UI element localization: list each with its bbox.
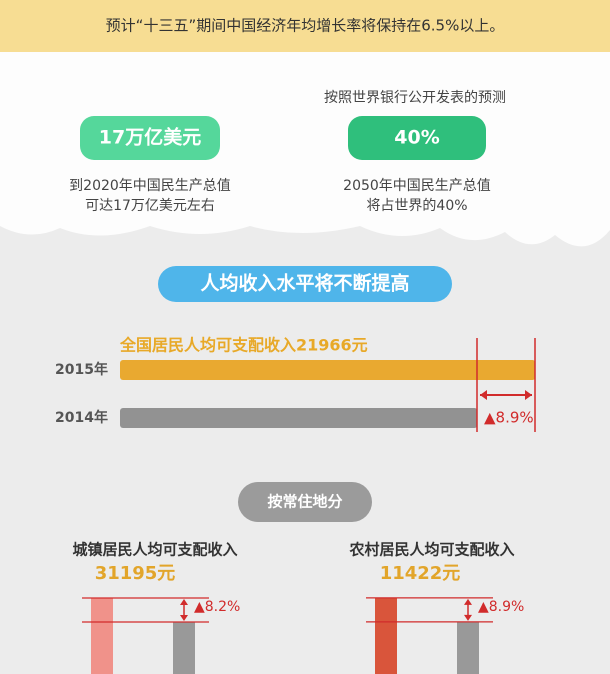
bars: ▲8.2% ▲8.9% — [82, 597, 524, 674]
growth: ▲8.9% — [478, 599, 524, 615]
group-amount: 11422元 — [380, 563, 461, 584]
cloud — [0, 50, 610, 247]
year-label: 2015年 — [55, 361, 108, 378]
arrow-head — [464, 598, 472, 621]
header-text: 预计“十三五”期间中国经济年均增长率将保持在6.5%以上。 — [106, 17, 505, 35]
bar — [173, 621, 195, 674]
growth: ▲8.2% — [194, 599, 240, 615]
title-pill — [238, 482, 372, 522]
growth: ▲8.9% — [484, 409, 534, 427]
bar — [375, 597, 397, 674]
section-title: 按常住地分 — [267, 493, 342, 511]
bar — [120, 408, 478, 428]
bar — [120, 360, 536, 380]
bars — [120, 360, 536, 428]
badge — [348, 116, 486, 160]
year-label: 2014年 — [55, 409, 108, 426]
badge-text: 40% — [394, 127, 439, 149]
header-bar — [0, 0, 610, 52]
group-title: 城镇居民人均可支配收入 — [72, 541, 237, 559]
group-amount: 31195元 — [95, 563, 176, 584]
note: 按照世界银行公开发表的预测 — [324, 90, 506, 106]
title-pill — [158, 266, 452, 302]
badge-text: 17万亿美元 — [99, 126, 201, 149]
section-title: 人均收入水平将不断提高 — [200, 272, 409, 295]
arrow-head — [180, 598, 188, 621]
bar-label: 全国居民人均可支配收入21966元 — [119, 336, 368, 355]
desc: 2050年中国民生产总值 — [343, 178, 491, 194]
bar — [457, 621, 479, 674]
desc: 将占世界的40% — [366, 198, 467, 214]
desc: 可达17万亿美元左右 — [85, 198, 215, 214]
group-title: 农村居民人均可支配收入 — [348, 541, 514, 559]
bar — [91, 597, 113, 674]
badge — [80, 116, 220, 160]
desc: 到2020年中国民生产总值 — [69, 178, 231, 194]
